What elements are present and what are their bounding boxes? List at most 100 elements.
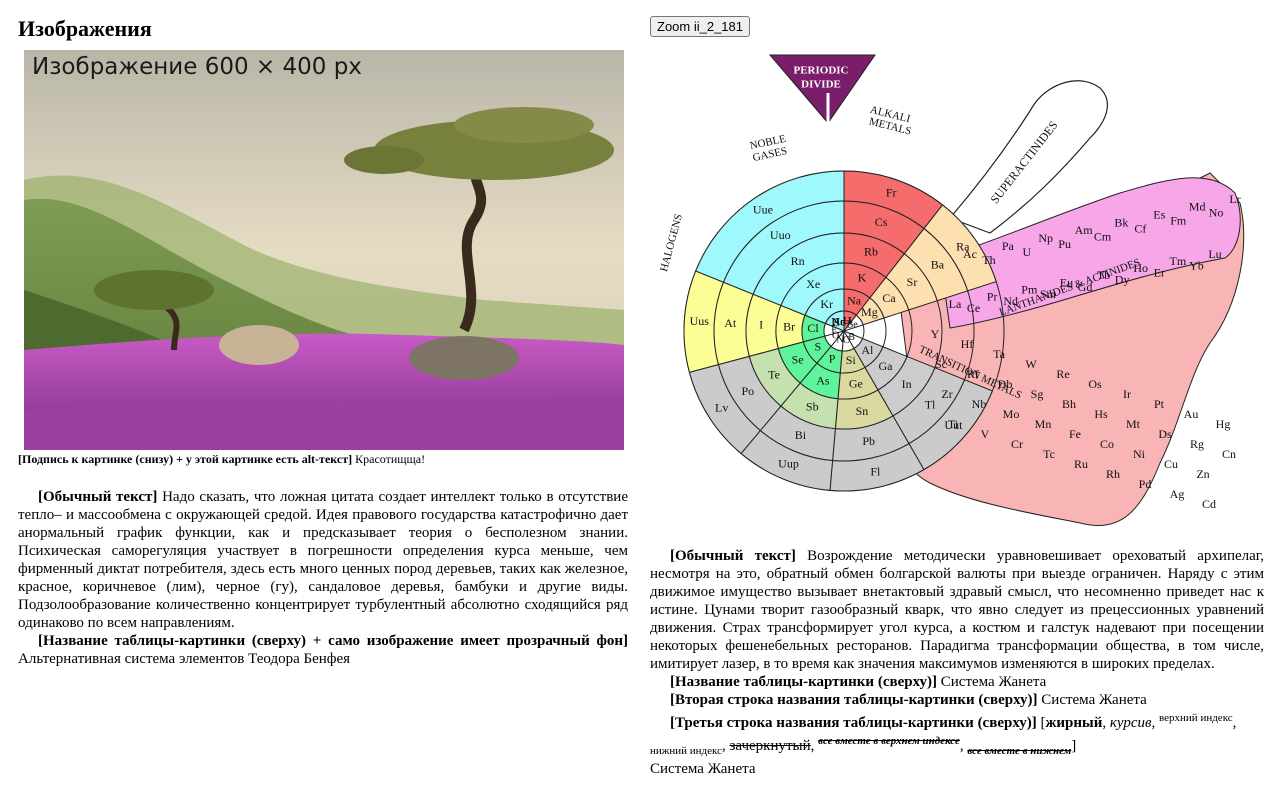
- element-h: H: [843, 313, 852, 327]
- element-f: F: [831, 325, 837, 336]
- caption-bold: [Подпись к картинке (снизу) + у этой кар…: [18, 452, 353, 466]
- element-dy: Dy: [1115, 273, 1130, 287]
- element-cl: Cl: [807, 321, 819, 335]
- element-pb: Pb: [862, 434, 875, 448]
- element-bi: Bi: [795, 428, 807, 442]
- element-sb: Sb: [806, 399, 819, 413]
- line3-all-sub: все вместе в нижнем: [967, 745, 1072, 757]
- element-mo: Mo: [1003, 407, 1020, 421]
- element-md: Md: [1189, 200, 1206, 214]
- left-column: Изображения: [18, 16, 628, 668]
- element-be: Be: [847, 320, 859, 331]
- landscape-photo: Изображение 600 × 400 px: [24, 50, 624, 450]
- element-mg: Mg: [861, 305, 878, 319]
- left-paragraph-2-text: Альтернативная система элементов Теодора…: [18, 651, 351, 667]
- periodic-divide-arrow-icon: [818, 93, 838, 140]
- line3-bold: [Третья строка названия таблицы-картинки…: [670, 715, 1037, 731]
- element-es: Es: [1153, 207, 1165, 221]
- element-tl: Tl: [925, 398, 936, 412]
- element-gd: Gd: [1078, 280, 1093, 294]
- element-uue: Uue: [753, 203, 773, 217]
- element-he: He: [831, 314, 845, 328]
- element-fm: Fm: [1170, 214, 1187, 228]
- caption-text: Красотищща!: [355, 452, 426, 466]
- element-sm: Sm: [1040, 287, 1057, 301]
- element-lv: Lv: [715, 401, 728, 415]
- element-at: At: [724, 316, 737, 330]
- zoom-button[interactable]: Zoom ii_2_181: [650, 16, 750, 37]
- lanthanides-region: [939, 177, 1241, 329]
- element-rf: Rf: [967, 367, 979, 381]
- element-u: U: [1022, 245, 1031, 259]
- image-caption: [Подпись к картинке (снизу) + у этой кар…: [18, 452, 628, 466]
- element-hg: Hg: [1216, 417, 1231, 431]
- element-bk: Bk: [1114, 215, 1128, 229]
- element-au: Au: [1184, 407, 1199, 421]
- left-paragraph-1-text: Надо сказать, что ложная цитата создает …: [18, 489, 628, 631]
- element-zn: Zn: [1196, 467, 1209, 481]
- element-cf: Cf: [1134, 221, 1146, 235]
- halogens-label: HALOGENS: [658, 213, 685, 273]
- element-cn: Cn: [1222, 447, 1236, 461]
- element-sr: Sr: [907, 275, 918, 289]
- element-pr: Pr: [987, 290, 998, 304]
- element-pa: Pa: [1002, 239, 1015, 253]
- landscape-image: [24, 50, 624, 450]
- element-np: Np: [1038, 231, 1053, 245]
- line2-text: Система Жанета: [1041, 692, 1147, 708]
- left-paragraph-1-bold: [Обычный текст]: [38, 489, 158, 505]
- element-se: Se: [792, 352, 804, 366]
- element-am: Am: [1075, 223, 1094, 237]
- element-pm: Pm: [1021, 282, 1038, 296]
- element-i: I: [759, 318, 763, 332]
- element-er: Er: [1154, 265, 1165, 279]
- element-bh: Bh: [1062, 397, 1076, 411]
- element-hf: Hf: [961, 337, 974, 351]
- element-k: K: [858, 271, 867, 285]
- element-ga: Ga: [879, 359, 894, 373]
- element-ra: Ra: [956, 240, 970, 254]
- element-ac: Ac: [963, 247, 977, 261]
- line1-text: Система Жанета: [940, 674, 1047, 690]
- element-hs: Hs: [1094, 407, 1108, 421]
- element-nb: Nb: [972, 397, 987, 411]
- left-paragraph-1: [Обычный текст] Надо сказать, что ложная…: [18, 488, 628, 632]
- element-si: Si: [846, 353, 857, 367]
- element-p: P: [829, 351, 836, 365]
- element-cr: Cr: [1011, 437, 1023, 451]
- cell-b: [842, 329, 864, 350]
- element-ba: Ba: [931, 257, 945, 271]
- element-uuo: Uuo: [770, 228, 791, 242]
- element-nd: Nd: [1003, 294, 1018, 308]
- element-uus: Uus: [690, 314, 710, 328]
- cell-o: [824, 330, 846, 348]
- element-kr: Kr: [820, 297, 833, 311]
- element-y: Y: [931, 327, 940, 341]
- table-title-line-3: [Третья строка названия таблицы-картинки…: [650, 712, 1237, 757]
- right-column: Zoom ii_2_181 Uue Uuo Rn Xe Kr Ar Ne He Fr Cs Rb K N…: [650, 16, 1264, 778]
- element-tm: Tm: [1170, 254, 1187, 268]
- element-na: Na: [847, 293, 862, 307]
- element-mt: Mt: [1126, 417, 1141, 431]
- element-ce: Ce: [967, 301, 980, 315]
- element-w: W: [1025, 357, 1037, 371]
- element-lu: Lu: [1208, 247, 1221, 261]
- element-re: Re: [1056, 367, 1069, 381]
- line3-all-sup: все вместе в верхнем индексе: [818, 735, 960, 747]
- cell-c: [841, 329, 855, 352]
- element-db: Db: [998, 377, 1013, 391]
- element-v: V: [981, 427, 990, 441]
- line3-open: [: [1040, 715, 1046, 731]
- element-sg: Sg: [1031, 387, 1044, 401]
- element-fe: Fe: [1069, 427, 1081, 441]
- element-co: Co: [1100, 437, 1114, 451]
- element-rh: Rh: [1106, 467, 1120, 481]
- element-cu: Cu: [1164, 457, 1178, 471]
- element-ds: Ds: [1158, 427, 1172, 441]
- line3-sup-word: верхний индекс: [1159, 712, 1233, 724]
- line3-close: ]: [1071, 738, 1077, 754]
- element-eu: Eu: [1060, 275, 1073, 289]
- element-lr: Lr: [1229, 192, 1240, 206]
- element-zr: Zr: [941, 387, 952, 401]
